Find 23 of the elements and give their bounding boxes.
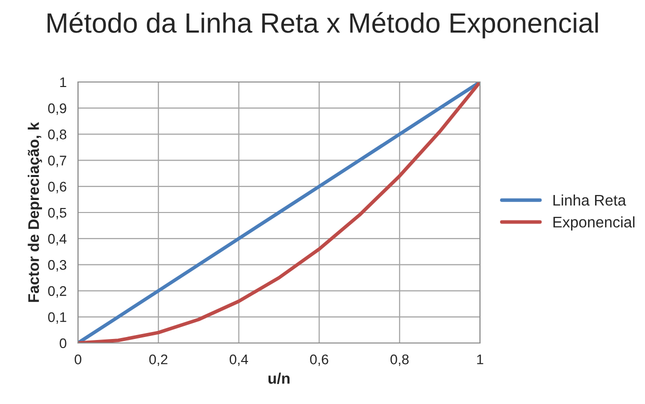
y-tick-label: 0,5 [48,208,66,220]
y-tick-label: 0,2 [48,286,66,298]
x-tick-label: 1 [477,354,484,364]
y-tick-label: 0,7 [48,156,66,168]
x-tick-label: 0,6 [310,354,328,366]
y-tick-label: 1 [60,77,66,88]
x-axis-title: u/n [268,372,290,384]
legend-label: Exponencial [553,216,634,231]
y-tick-label: 0,1 [48,312,66,324]
x-tick-label: 0,2 [149,354,168,366]
y-tick-label: 0,3 [48,260,66,272]
y-tick-label: 0 [60,338,66,348]
x-tick-label: 0 [74,354,82,364]
y-tick-label: 0,6 [48,182,66,194]
y-tick-label: 0,8 [48,130,66,142]
x-tick-label: 0,4 [230,354,248,366]
chart-title: Método da Linha Reta x Método Exponencial [48,12,598,38]
x-tick-label: 0,8 [390,354,409,366]
legend-label: Linha Reta [553,194,626,206]
y-tick-label: 0,4 [48,234,66,246]
y-tick-label: 0,9 [48,103,66,115]
line-series [78,82,480,343]
y-axis-title: Factor de Depreciação, k [28,122,42,302]
